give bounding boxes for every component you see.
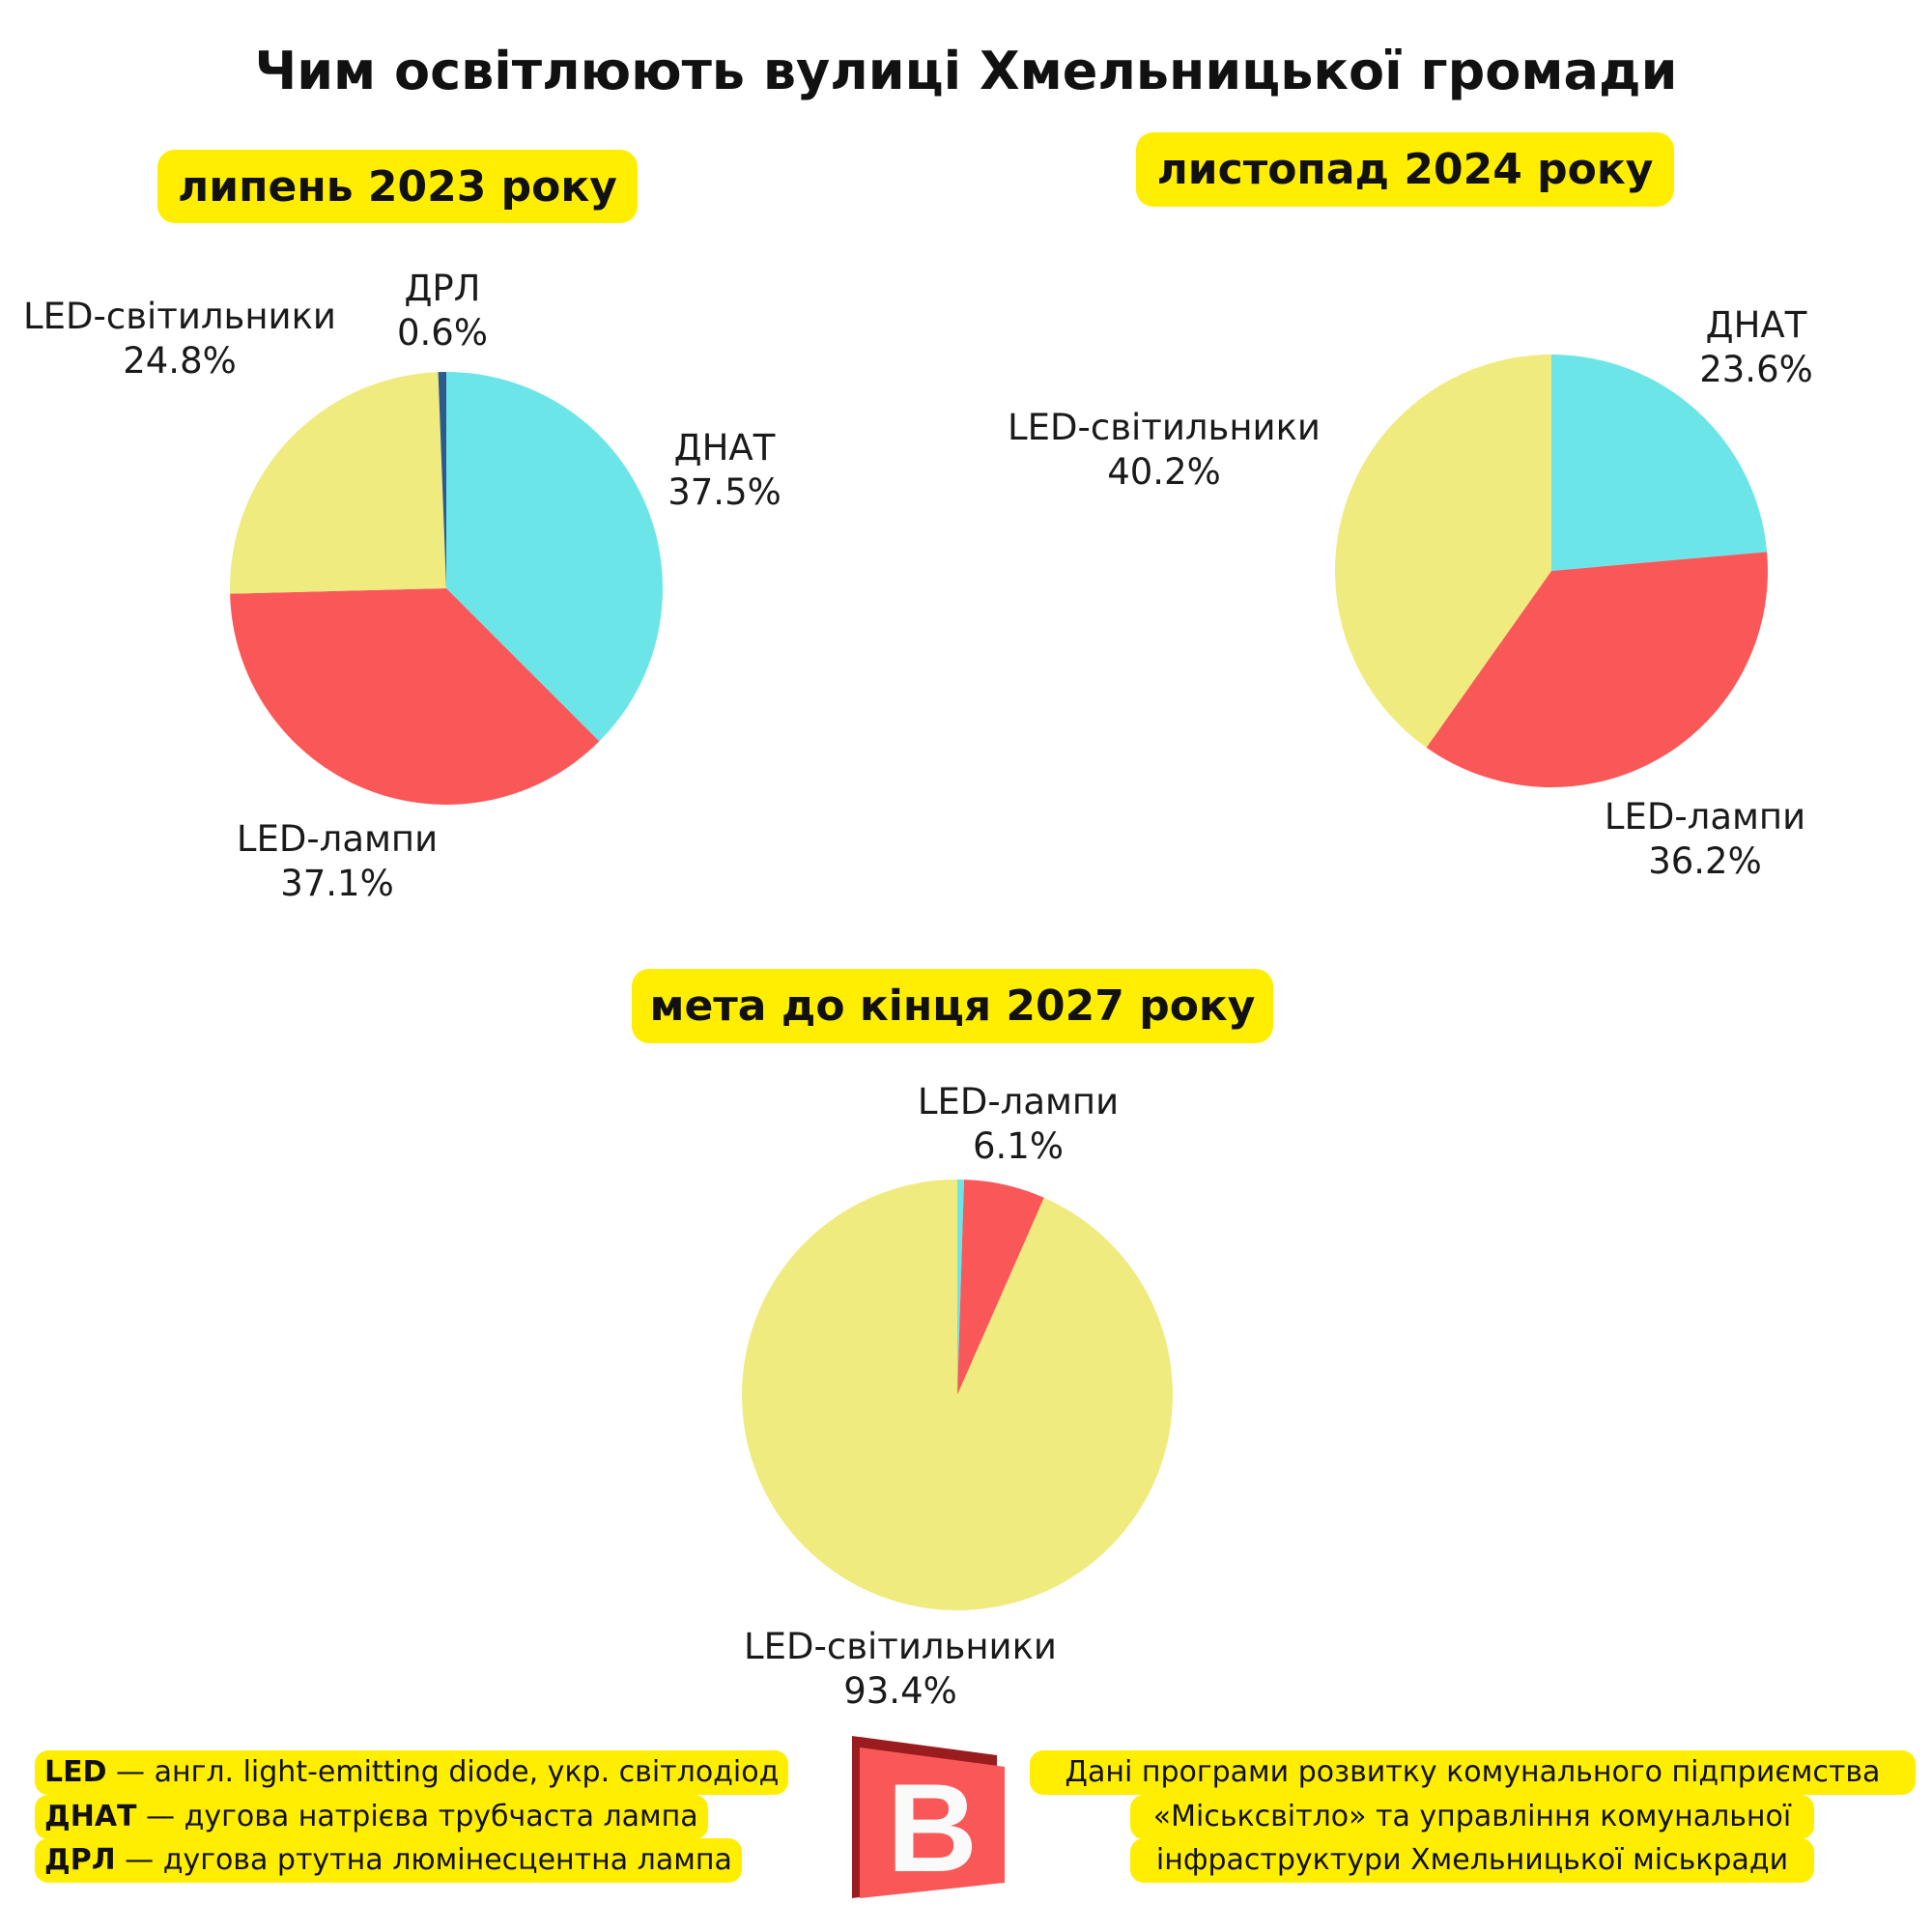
svg-text:В: В bbox=[887, 1757, 978, 1898]
pie-title-2024: листопад 2024 року bbox=[1136, 132, 1674, 207]
label-2023-led-lamps: LED-лампи 37.1% bbox=[236, 818, 439, 904]
pie-slice-0-1 bbox=[230, 588, 600, 805]
label-2023-dnat: ДНАТ 37.5% bbox=[668, 427, 781, 513]
label-2024-led-lamps: LED-лампи 36.2% bbox=[1604, 796, 1806, 882]
pie-slice-1-0 bbox=[1551, 355, 1768, 571]
legend-drl: ДРЛ — дугова ртутна люмінесцентна лампа bbox=[35, 1838, 742, 1883]
pie-slice-1-1 bbox=[1426, 552, 1768, 788]
pie-slice-0-2 bbox=[230, 372, 446, 594]
pie-slice-2-0 bbox=[957, 1179, 965, 1395]
label-2024-dnat: ДНАТ 23.6% bbox=[1699, 304, 1813, 390]
label-2027-led-lamps: LED-лампи 6.1% bbox=[917, 1081, 1120, 1167]
pie-slice-2-2 bbox=[741, 1179, 1173, 1611]
label-2024-led-fixtures: LED-світильники 40.2% bbox=[1008, 407, 1321, 493]
pie-slice-0-0 bbox=[446, 372, 663, 742]
label-2023-led-fixtures: LED-світильники 24.8% bbox=[23, 296, 336, 382]
chart-title: Чим освітлюють вулиці Хмельницької грома… bbox=[254, 41, 1678, 101]
legend-led: LED — англ. light-emitting diode, укр. с… bbox=[35, 1750, 789, 1795]
publication-logo: В bbox=[852, 1736, 1005, 1898]
legend-dnat: ДНАТ — дугова натрієва трубчаста лампа bbox=[35, 1795, 708, 1839]
label-2027-led-fixtures: LED-світильники 93.4% bbox=[744, 1626, 1057, 1712]
pie-title-2023: липень 2023 року bbox=[157, 150, 638, 223]
pie-slice-0-3 bbox=[438, 372, 446, 588]
pie-slice-2-1 bbox=[957, 1179, 1044, 1395]
source-line-2: «Міськсвітло» та управління комунальної bbox=[1130, 1795, 1814, 1839]
source-line-1: Дані програми розвитку комунального підп… bbox=[1030, 1750, 1916, 1795]
label-2023-drl: ДРЛ 0.6% bbox=[397, 268, 488, 354]
pie-slice-1-2 bbox=[1334, 355, 1551, 748]
source-line-3: інфраструктури Хмельницької міськради bbox=[1130, 1838, 1814, 1883]
pie-title-2027: мета до кінця 2027 року bbox=[632, 969, 1273, 1043]
